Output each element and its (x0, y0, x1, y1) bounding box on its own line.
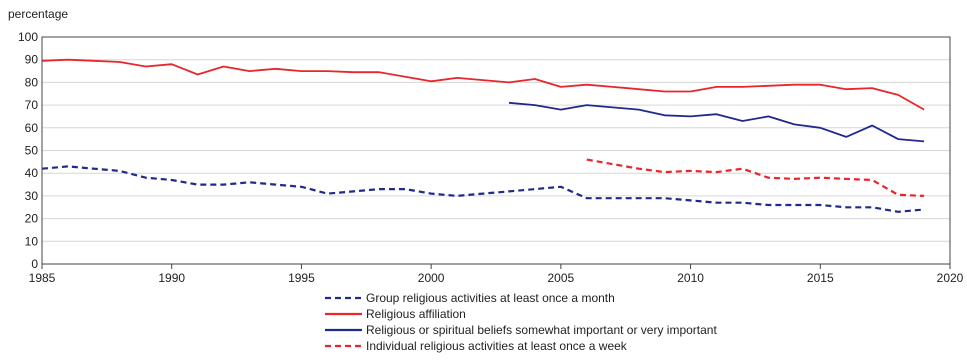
y-tick-label: 90 (25, 53, 39, 67)
y-axis-ticks: 0 10 20 30 40 50 60 70 80 90 100 (18, 30, 38, 271)
x-tick-label: 1995 (288, 271, 315, 285)
data-series (41, 58, 925, 213)
y-tick-label: 30 (25, 189, 39, 203)
x-tick-label: 2000 (418, 271, 445, 285)
x-tick-label: 1985 (29, 271, 56, 285)
x-tick-label: 1990 (158, 271, 185, 285)
series-line (41, 165, 925, 213)
legend-label: Religious or spiritual beliefs somewhat … (366, 323, 717, 337)
x-tick-label: 2015 (807, 271, 834, 285)
series-line (508, 101, 925, 143)
y-tick-label: 70 (25, 98, 39, 112)
y-tick-label: 80 (25, 75, 39, 89)
legend-label: Group religious activities at least once… (366, 291, 615, 305)
y-tick-label: 60 (25, 121, 39, 135)
y-tick-label: 50 (25, 144, 39, 158)
y-tick-label: 0 (31, 257, 38, 271)
legend-label: Individual religious activities at least… (366, 339, 628, 353)
y-tick-label: 10 (25, 234, 39, 248)
x-tick-label: 2005 (548, 271, 575, 285)
x-tick-label: 2010 (677, 271, 704, 285)
plot-area-frame (41, 36, 951, 265)
x-axis-ticks: 1985 1990 1995 2000 2005 2010 2015 2020 (29, 264, 964, 285)
y-tick-label: 20 (25, 212, 39, 226)
x-tick-label: 2020 (937, 271, 964, 285)
grid-lines (42, 59, 950, 242)
y-tick-label: 100 (18, 30, 38, 44)
series-line (586, 158, 925, 197)
y-axis-label: percentage (8, 7, 68, 21)
legend: Group religious activities at least once… (325, 291, 717, 353)
y-tick-label: 40 (25, 166, 39, 180)
series-line (41, 58, 925, 111)
legend-label: Religious affiliation (366, 307, 466, 321)
